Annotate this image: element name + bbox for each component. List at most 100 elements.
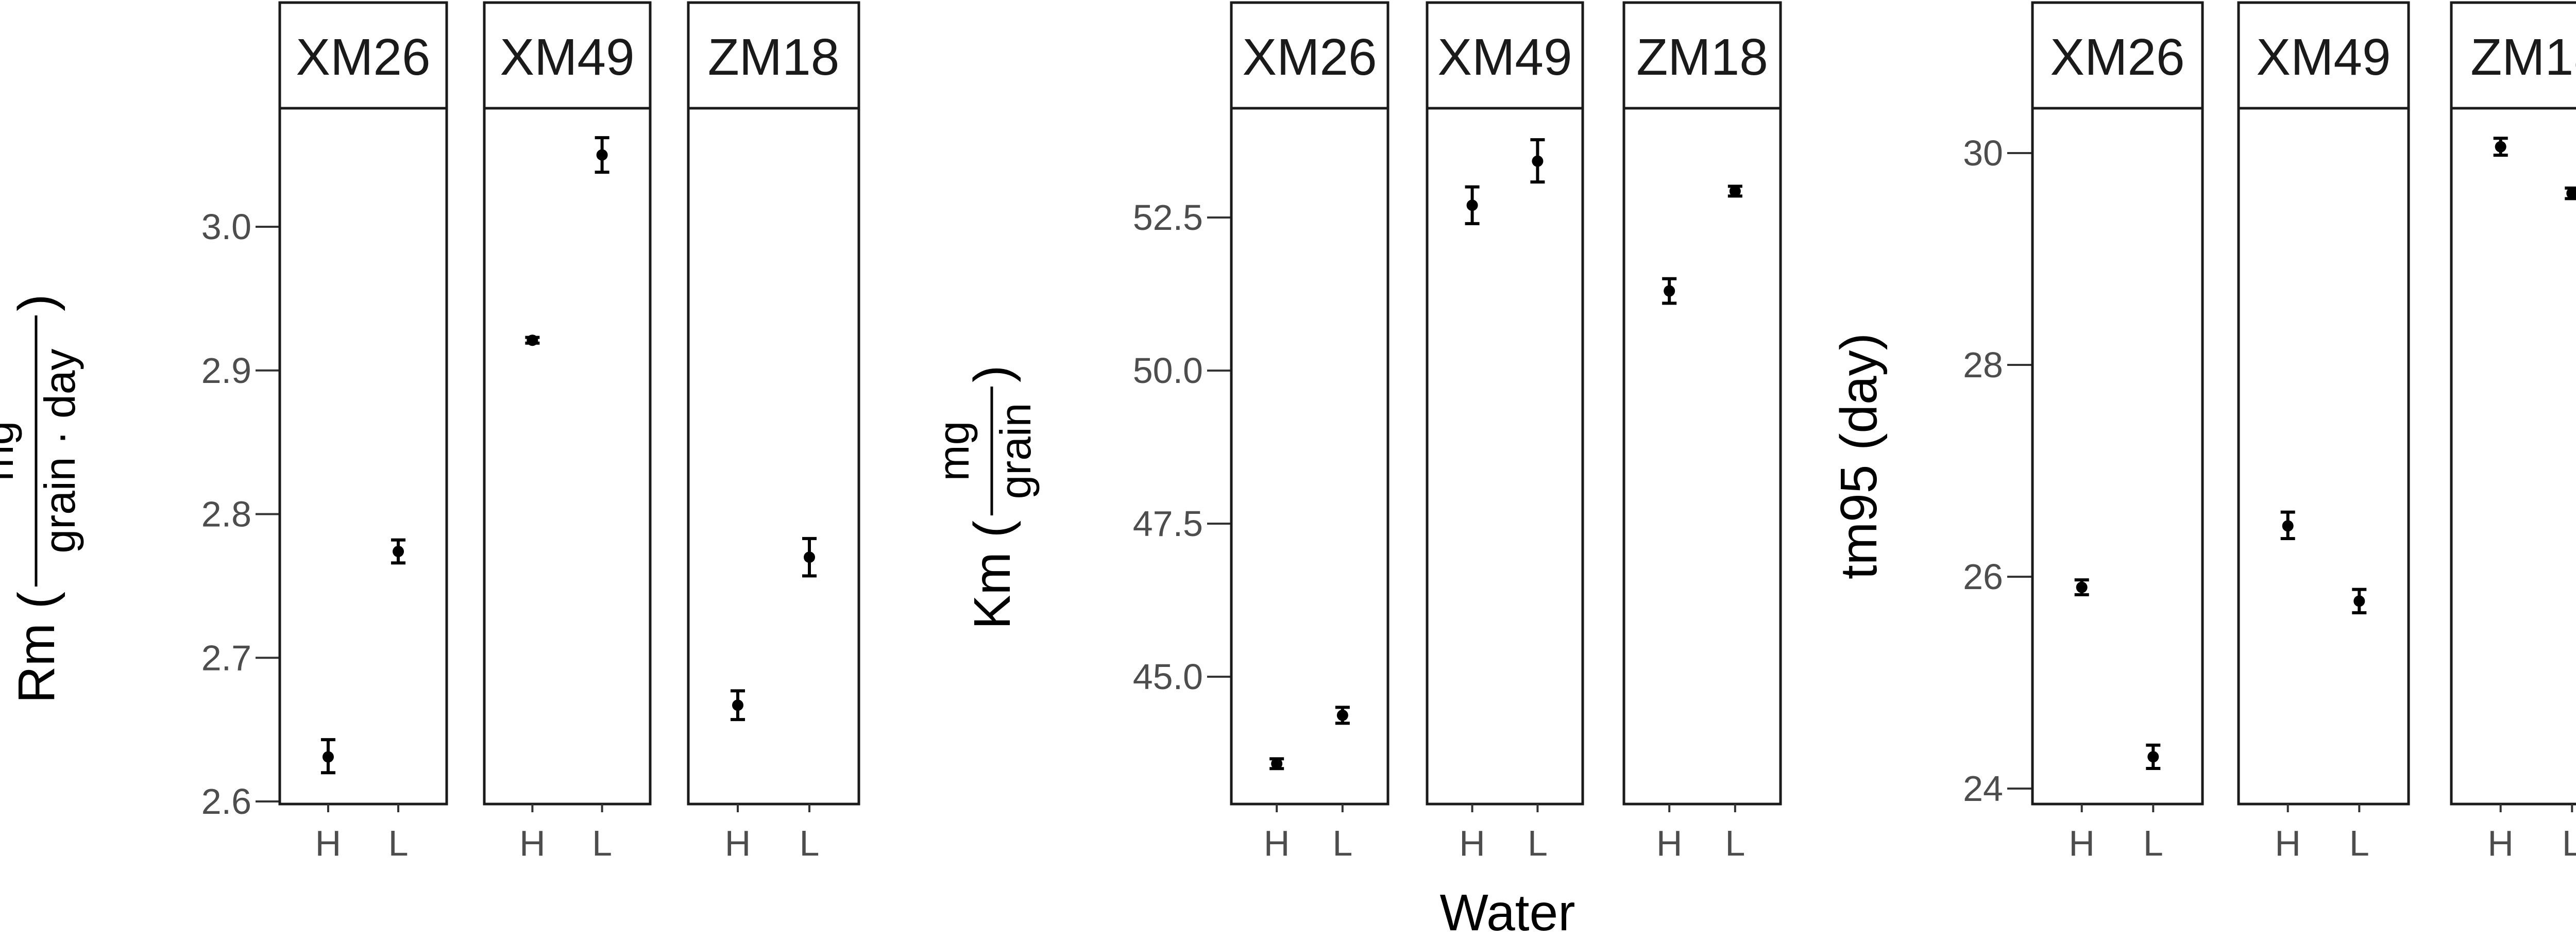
x-tick-label: H <box>1459 823 1485 863</box>
facet-strip-label: ZM18 <box>708 28 840 86</box>
y-tick-label: 50.0 <box>1133 350 1203 391</box>
facet-strip-label: XM26 <box>1242 28 1377 86</box>
facet-strip-label: ZM18 <box>2470 28 2576 86</box>
facet-panel-zm18: ZM18 H L <box>2450 1 2576 863</box>
y-axis-title-numerator: mg <box>929 421 978 481</box>
y-axis-title-denominator: grain <box>991 403 1040 499</box>
facet-panel-border <box>2031 107 2204 806</box>
data-point <box>1532 155 1544 167</box>
facet-panel-xm26: XM26 H L <box>278 1 448 863</box>
chart-group-3: 24 26 28 30 tm95 (day) XM26 H L XM49 H L ZM18 H L <box>1830 1 2576 863</box>
x-tick-label: H <box>2487 823 2514 863</box>
x-tick-label: L <box>800 823 820 863</box>
y-tick-label: 28 <box>1963 345 2003 385</box>
data-point <box>2353 595 2365 607</box>
data-point <box>393 545 404 557</box>
x-tick-label: L <box>1528 823 1548 863</box>
facet-strip-label: ZM18 <box>1636 28 1768 86</box>
x-tick-label: L <box>1332 823 1352 863</box>
x-tick-label: H <box>725 823 751 863</box>
data-point <box>1271 758 1283 769</box>
y-axis-title-suffix: ) <box>8 294 65 311</box>
facet-panel-xm49: XM49 H L <box>483 1 652 863</box>
facet-strip-label: XM49 <box>2256 28 2391 86</box>
data-point <box>1664 285 1675 297</box>
y-tick-label: 45.0 <box>1133 657 1203 697</box>
x-tick-label: H <box>1656 823 1683 863</box>
facet-strip-label: XM26 <box>296 28 430 86</box>
y-axis-title-prefix: Km ( <box>963 521 1021 629</box>
x-tick-label: H <box>1264 823 1290 863</box>
x-tick-label: L <box>388 823 409 863</box>
facet-panel-border <box>687 107 860 806</box>
facet-strip <box>483 1 652 110</box>
facet-strip <box>1426 1 1584 110</box>
y-tick-label: 2.8 <box>201 494 251 534</box>
facet-panel-xm49: XM49 H L <box>2237 1 2410 863</box>
y-tick-label: 47.5 <box>1133 504 1203 544</box>
y-tick-label: 2.6 <box>201 781 251 822</box>
y-tick-label: 24 <box>1963 768 2003 809</box>
facet-panel-border <box>2450 107 2576 806</box>
facet-panel-border <box>2237 107 2410 806</box>
y-axis-title-text: tm95 (day) <box>1830 333 1888 579</box>
y-tick-label: 26 <box>1963 557 2003 597</box>
x-tick-label: H <box>519 823 546 863</box>
data-point <box>2147 751 2159 763</box>
y-tick-label: 52.5 <box>1133 197 1203 238</box>
facet-panel-zm18: ZM18 H L <box>1622 1 1782 863</box>
data-point <box>1466 199 1478 211</box>
x-tick-label: H <box>2069 823 2095 863</box>
facet-panel-xm26: XM26 H L <box>2031 1 2204 863</box>
x-tick-label: L <box>2143 823 2163 863</box>
facet-panel-border <box>1230 107 1389 806</box>
facet-strip <box>2237 1 2410 110</box>
facet-strip <box>687 1 860 110</box>
data-point <box>1729 185 1741 197</box>
x-tick-label: H <box>315 823 342 863</box>
facet-panel-border <box>483 107 652 806</box>
y-axis-title: tm95 (day) <box>1830 333 1888 579</box>
chart-group-2: 45.0 47.5 50.0 52.5 Km ( mg grain) XM26 H L XM49 H L… <box>929 1 1782 863</box>
facet-panel-border <box>1622 107 1782 806</box>
x-axis-title: Water <box>1440 884 1575 937</box>
data-point <box>2566 188 2576 199</box>
data-point <box>804 551 816 563</box>
y-axis-title-numerator: mg <box>0 421 22 481</box>
data-point <box>732 699 743 711</box>
x-tick-label: H <box>2275 823 2301 863</box>
facet-strip <box>2450 1 2576 110</box>
y-tick-label: 2.7 <box>201 638 251 678</box>
facet-panel-border <box>278 107 448 806</box>
x-tick-label: L <box>2349 823 2369 863</box>
data-point <box>2076 581 2088 593</box>
facet-strip <box>2031 1 2204 110</box>
facet-strip-label: XM26 <box>2050 28 2184 86</box>
y-axis-title-prefix: Rm ( <box>8 592 65 704</box>
y-axis-title: Rm ( mg grain · day) <box>0 294 84 704</box>
x-tick-label: L <box>592 823 612 863</box>
data-point <box>2495 141 2506 153</box>
facet-panel-xm26: XM26 H L <box>1230 1 1389 863</box>
x-tick-label: L <box>1725 823 1745 863</box>
y-tick-label: 2.9 <box>201 350 251 391</box>
data-point <box>322 751 334 763</box>
facet-strip-label: XM49 <box>500 28 634 86</box>
data-point <box>2282 520 2294 532</box>
y-tick-label: 3.0 <box>201 207 251 247</box>
data-point <box>1336 709 1348 721</box>
facet-panel-border <box>1426 107 1584 806</box>
y-axis-title: Km ( mg grain) <box>929 365 1040 629</box>
y-axis-title-denominator: grain · day <box>36 349 84 554</box>
facet-panel-zm18: ZM18 H L <box>687 1 860 863</box>
data-point <box>527 334 538 346</box>
data-point <box>596 149 608 161</box>
facet-panel-xm49: XM49 H L <box>1426 1 1584 863</box>
y-tick-label: 30 <box>1963 133 2003 173</box>
y-axis-title-suffix: ) <box>963 365 1021 382</box>
x-tick-label: L <box>2562 823 2576 863</box>
facet-strip-label: XM49 <box>1437 28 1572 86</box>
